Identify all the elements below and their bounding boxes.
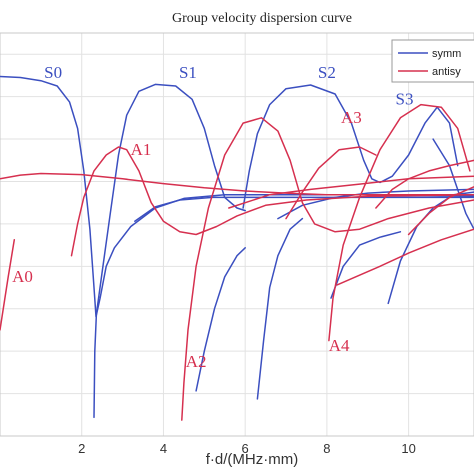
x-tick-labels: 2 4 6 8 10 [78, 441, 416, 456]
grid-lines [0, 33, 474, 437]
symmetric-mode-line-9 [432, 138, 474, 230]
antisymmetric-mode-line-18 [336, 228, 474, 286]
x-tick-label-3: 8 [323, 441, 330, 456]
legend: symm antisy [391, 39, 474, 83]
series-lines [0, 75, 474, 421]
x-axis-label: f·d/(MHz·mm) [206, 451, 298, 468]
x-tick-label-1: 4 [160, 441, 167, 456]
mode-label-s2: S2 [318, 63, 336, 82]
antisymmetric-mode-line-14 [228, 175, 474, 209]
symmetric-mode-line-4 [256, 217, 304, 400]
mode-label-a0: A0 [12, 267, 33, 286]
mode-label-s3: S3 [396, 90, 414, 109]
legend-label-antisymmetric: antisy [432, 66, 461, 78]
legend-box [391, 39, 474, 83]
antisymmetric-mode-line-10 [0, 172, 474, 196]
mode-labels: S0 S1 S2 S3 A0 A1 A2 A3 A4 [12, 63, 413, 371]
antisymmetric-mode-line-13 [181, 117, 474, 421]
x-tick-label-4: 10 [401, 441, 415, 456]
mode-label-s0: S0 [44, 63, 62, 82]
mode-label-a3: A3 [341, 108, 362, 127]
antisymmetric-mode-line-12 [70, 146, 474, 257]
antisymmetric-mode-line-16 [328, 103, 471, 342]
antisymmetric-mode-line-19 [407, 186, 474, 236]
symmetric-mode-line-3 [195, 247, 246, 392]
legend-label-symmetric: symm [432, 48, 461, 60]
antisymmetric-mode-line-11 [0, 239, 16, 331]
antisymmetric-mode-line-15 [285, 146, 377, 220]
x-tick-label-0: 2 [78, 441, 85, 456]
mode-label-s1: S1 [179, 63, 197, 82]
symmetric-mode-line-1 [93, 83, 246, 419]
mode-label-a4: A4 [329, 336, 350, 355]
symmetric-mode-line-7 [330, 231, 402, 299]
mode-label-a1: A1 [131, 140, 152, 159]
plot-frame [0, 32, 474, 437]
antisymmetric-mode-line-17 [375, 159, 474, 209]
symmetric-mode-line-5 [242, 84, 459, 209]
chart-title: Group velocity dispersion curve [172, 11, 352, 26]
x-tick-label-2: 6 [242, 441, 249, 456]
mode-label-a2: A2 [186, 352, 207, 371]
